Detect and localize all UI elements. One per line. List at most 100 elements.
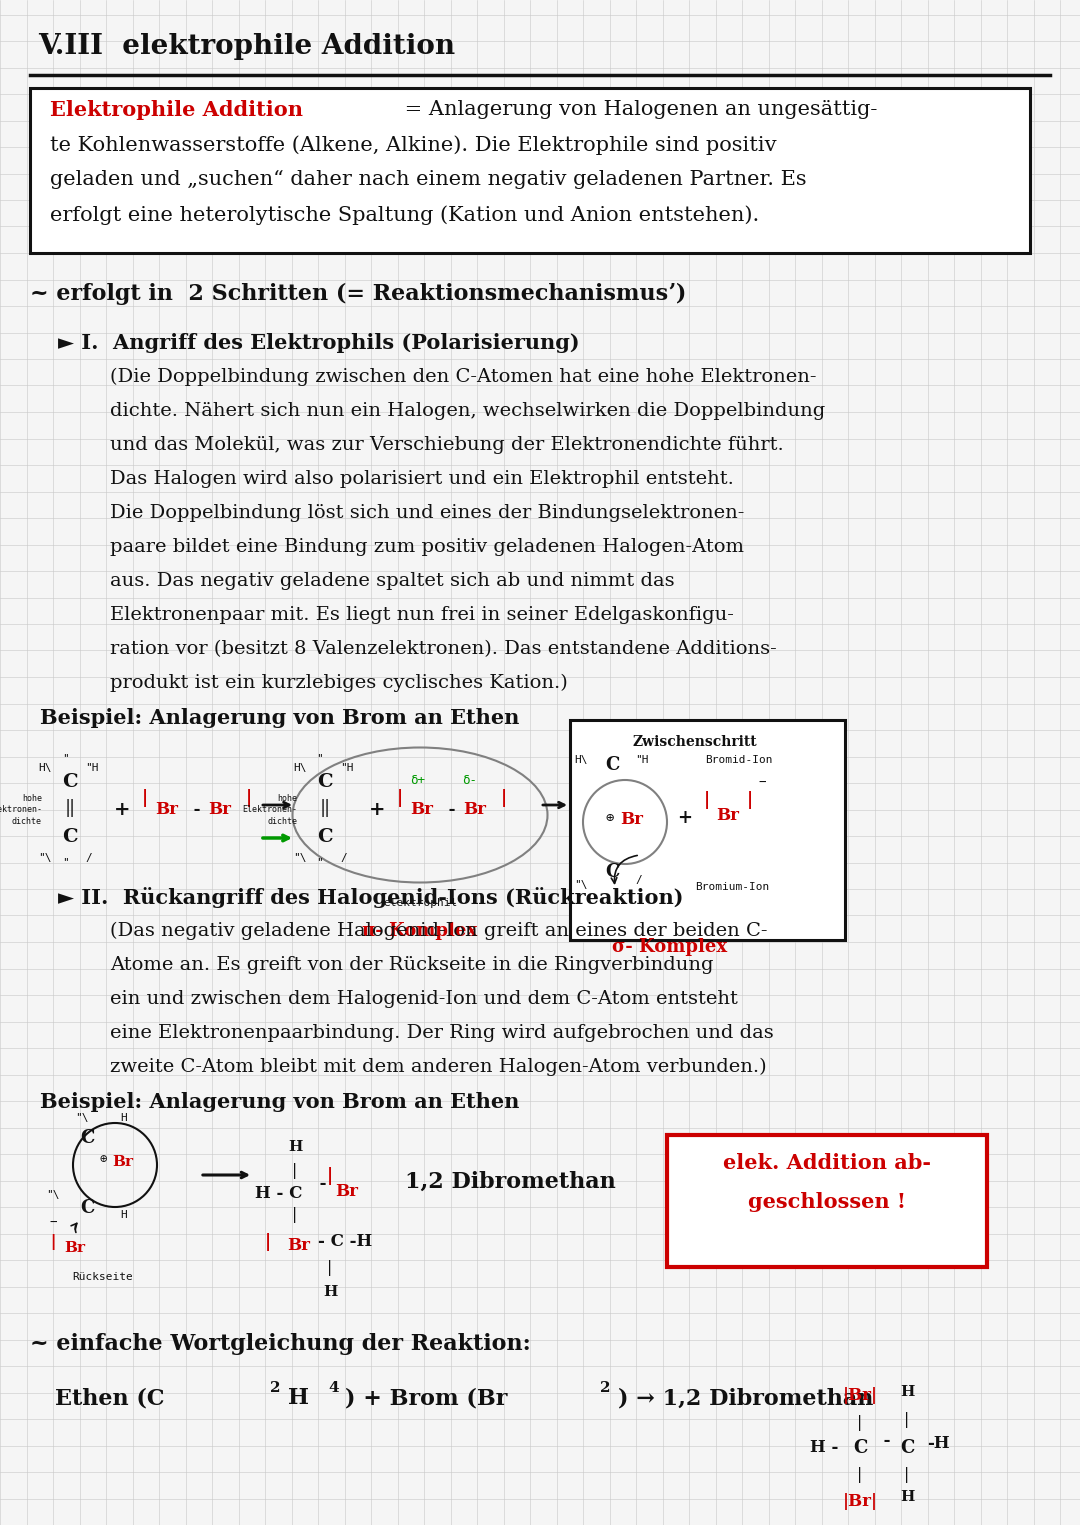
Text: δ-: δ- [462,773,477,787]
Text: ) → 1,2 Dibromethan: ) → 1,2 Dibromethan [618,1388,874,1409]
Text: "\: "\ [39,852,52,863]
Text: |: | [903,1412,912,1427]
Text: ~ erfolgt in  2 Schritten (= Reaktionsmechanismusʼ): ~ erfolgt in 2 Schritten (= Reaktionsmec… [30,284,687,305]
Text: C: C [63,828,78,846]
Text: Bromid-Ion: Bromid-Ion [705,755,772,766]
Text: |: | [49,1234,57,1250]
Text: Br: Br [621,811,644,828]
Text: Br: Br [463,802,486,819]
Text: ": " [62,753,68,762]
Text: ► I.  Angriff des Elektrophils (Polarisierung): ► I. Angriff des Elektrophils (Polarisie… [58,332,580,352]
Text: Atome an. Es greift von der Rückseite in die Ringverbindung: Atome an. Es greift von der Rückseite in… [110,956,714,974]
Text: paare bildet eine Bindung zum positiv geladenen Halogen-Atom: paare bildet eine Bindung zum positiv ge… [110,538,744,557]
Text: H: H [323,1286,337,1299]
Text: ": " [62,857,68,868]
Text: "H: "H [340,762,353,773]
Text: elek. Addition ab-: elek. Addition ab- [723,1153,931,1173]
Text: |: | [291,1164,299,1179]
Text: |: | [325,1260,335,1276]
Text: hohe
Elektronen-
dichte: hohe Elektronen- dichte [0,795,42,825]
Text: elektrophil: elektrophil [383,898,457,907]
Text: C: C [63,773,78,791]
Text: ein und zwischen dem Halogenid-Ion und dem C-Atom entsteht: ein und zwischen dem Halogenid-Ion und d… [110,990,738,1008]
Text: ~ einfache Wortgleichung der Reaktion:: ~ einfache Wortgleichung der Reaktion: [30,1333,530,1356]
Text: -: - [882,1432,892,1450]
Text: Beispiel: Anlagerung von Brom an Ethen: Beispiel: Anlagerung von Brom an Ethen [40,708,519,727]
Text: "\: "\ [46,1190,60,1200]
Text: Rückseite: Rückseite [72,1272,133,1283]
Text: |: | [499,788,509,807]
Text: -: - [447,801,457,819]
Text: C: C [605,756,619,775]
Text: Br: Br [208,802,231,819]
Text: C: C [318,773,333,791]
Text: |: | [855,1415,865,1430]
Text: C: C [605,863,619,881]
Text: |Br|: |Br| [842,1493,877,1510]
Text: |Br|: |Br| [842,1388,877,1405]
Text: Beispiel: Anlagerung von Brom an Ethen: Beispiel: Anlagerung von Brom an Ethen [40,1092,519,1112]
Text: Br: Br [287,1237,310,1254]
Text: −: − [50,1215,57,1229]
Text: 2: 2 [270,1382,281,1395]
Text: δ+: δ+ [410,773,426,787]
Text: +: + [113,801,131,819]
Text: σ- Komplex: σ- Komplex [612,938,728,956]
Text: |: | [264,1234,273,1250]
Text: |: | [855,1467,865,1482]
Text: (Die Doppelbindung zwischen den C-Atomen hat eine hohe Elektronen-: (Die Doppelbindung zwischen den C-Atomen… [110,368,816,386]
Text: |: | [903,1467,912,1482]
Text: 1,2 Dibromethan: 1,2 Dibromethan [405,1171,616,1193]
Text: +: + [677,808,692,827]
Text: H: H [287,1141,302,1154]
Text: /: / [340,852,347,863]
Text: H: H [900,1490,914,1504]
Text: Zwischenschritt: Zwischenschritt [633,735,757,749]
Text: Elektrophile Addition: Elektrophile Addition [50,101,303,120]
Text: V.III  elektrophile Addition: V.III elektrophile Addition [38,34,455,59]
Text: H: H [900,1385,914,1398]
Text: ": " [316,753,323,762]
Text: Br: Br [112,1154,134,1170]
Text: Br: Br [410,802,433,819]
Text: −: − [758,776,766,788]
Text: |: | [702,791,712,808]
Text: |: | [140,788,150,807]
Text: "\: "\ [75,1113,89,1122]
Text: Br: Br [716,807,740,824]
Text: dichte. Nähert sich nun ein Halogen, wechselwirken die Doppelbindung: dichte. Nähert sich nun ein Halogen, wec… [110,403,825,419]
Text: |: | [244,788,254,807]
Text: "H: "H [635,755,648,766]
Text: ‖: ‖ [65,799,75,817]
Text: = Anlagerung von Halogenen an ungesättig-: = Anlagerung von Halogenen an ungesättig… [399,101,877,119]
Text: |: | [291,1206,299,1223]
Text: "H: "H [85,762,98,773]
Text: (Das negativ geladene Halogenid-Ion greift an eines der beiden C-: (Das negativ geladene Halogenid-Ion grei… [110,923,768,941]
FancyBboxPatch shape [667,1135,987,1267]
Text: |: | [395,788,405,807]
Text: ► II.  Rückangriff des Halogenid-Ions (Rückreaktion): ► II. Rückangriff des Halogenid-Ions (Rü… [58,888,684,907]
Text: Die Doppelbindung löst sich und eines der Bindungselektronen-: Die Doppelbindung löst sich und eines de… [110,503,744,522]
Text: 4: 4 [328,1382,339,1395]
Text: ⊕: ⊕ [606,811,615,825]
Text: H - C: H - C [255,1185,302,1202]
Text: ⊕: ⊕ [99,1153,107,1167]
Text: /: / [85,852,92,863]
Text: H\: H\ [294,762,307,773]
Text: -H: -H [927,1435,949,1452]
Text: |: | [325,1167,335,1185]
Text: te Kohlenwasserstoffe (Alkene, Alkine). Die Elektrophile sind positiv: te Kohlenwasserstoffe (Alkene, Alkine). … [50,136,777,154]
Text: H\: H\ [575,755,588,766]
Text: aus. Das negativ geladene spaltet sich ab und nimmt das: aus. Das negativ geladene spaltet sich a… [110,572,675,590]
Text: -: - [192,801,202,819]
Text: C: C [80,1199,94,1217]
Text: |: | [745,791,755,808]
Text: ‖: ‖ [320,799,330,817]
Text: H: H [120,1113,126,1122]
Text: /: / [635,875,642,884]
Text: ration vor (besitzt 8 Valenzelektronen). Das entstandene Additions-: ration vor (besitzt 8 Valenzelektronen).… [110,640,777,657]
Text: H: H [120,1209,126,1220]
Text: Br: Br [156,802,178,819]
Text: H: H [288,1388,309,1409]
Text: C: C [853,1440,867,1456]
